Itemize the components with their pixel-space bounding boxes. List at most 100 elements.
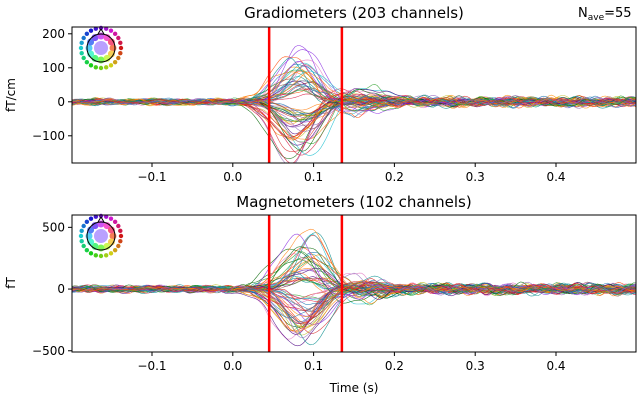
sensor-dot — [88, 251, 94, 256]
sensor-dot — [108, 216, 114, 221]
sensor-dot — [93, 65, 99, 70]
sensor-dot — [81, 55, 86, 61]
sensor-dot — [81, 243, 86, 249]
sensor-dot — [78, 45, 84, 51]
channel-trace — [72, 233, 636, 300]
x-tick-label: 0.2 — [385, 359, 404, 373]
sensor-dot — [84, 219, 90, 225]
gradiometer-traces — [72, 45, 636, 163]
sensor-dot — [118, 40, 123, 46]
sensor-dot — [108, 63, 114, 68]
sensor-dot — [108, 28, 114, 33]
x-tick-label: 0.4 — [546, 359, 565, 373]
channel-trace — [72, 281, 636, 325]
nave-sub: ave — [588, 13, 605, 23]
sensor-dot — [112, 59, 118, 65]
sensor-dot — [84, 31, 90, 37]
sensor-dot — [103, 26, 109, 31]
channel-trace — [72, 92, 636, 132]
channel-trace — [72, 83, 636, 144]
magnetometer-vlines — [267, 215, 344, 352]
x-tick-label: 0.0 — [223, 359, 242, 373]
channel-trace — [72, 284, 636, 319]
y-tick-label: 0 — [57, 282, 65, 296]
sensor-dot — [103, 253, 109, 258]
sensor-dot — [79, 228, 84, 234]
sensor-dot — [84, 247, 90, 253]
sensor-dot — [116, 243, 121, 249]
gradiometer-sensor-legend — [78, 25, 124, 71]
x-axis-label: Time (s) — [329, 381, 379, 395]
sensor-dot — [118, 233, 124, 239]
sensor-dot — [93, 214, 99, 219]
channel-trace — [72, 98, 636, 163]
gradiometer-panel: Gradiometers (203 channels) fT/cm −0.1 0.… — [4, 4, 637, 184]
x-tick-label: 0.1 — [304, 359, 323, 373]
sensor-dot — [88, 63, 94, 68]
sensor-dot — [94, 41, 108, 55]
sensor-dot — [118, 50, 123, 56]
x-tick-label: 0.2 — [385, 170, 404, 184]
sensor-dot — [112, 31, 118, 37]
y-tick-label: −100 — [32, 129, 65, 143]
sensor-dot — [103, 65, 109, 70]
sensor-dot — [81, 35, 86, 41]
head-nose — [97, 216, 105, 223]
sensor-dot — [98, 65, 104, 71]
sensor-dot — [81, 223, 86, 229]
sensor-dot — [88, 28, 94, 33]
sensor-dot — [84, 59, 90, 65]
sensor-dot — [118, 228, 123, 234]
sensor-dot — [116, 55, 121, 61]
sensor-dot — [88, 216, 94, 221]
sensor-dot — [94, 229, 108, 243]
nave-label: N — [578, 6, 588, 21]
sensor-dot — [116, 223, 121, 229]
sensor-dot — [118, 45, 124, 51]
y-tick-label: 0 — [57, 95, 65, 109]
head-outline — [86, 221, 116, 251]
y-tick-label: 200 — [42, 27, 65, 41]
x-tick-label: 0.0 — [223, 170, 242, 184]
sensor-dot — [79, 238, 84, 244]
nave-annotation: Nave=55 — [578, 6, 632, 23]
y-tick-label: −500 — [32, 344, 65, 358]
x-tick-label: −0.1 — [137, 359, 166, 373]
channel-trace — [72, 272, 636, 339]
x-tick-label: 0.4 — [546, 170, 565, 184]
sensor-dot — [112, 219, 118, 225]
channel-trace — [72, 259, 636, 296]
sensor-dot — [93, 26, 99, 31]
gradiometer-ticks: −0.1 0.0 0.1 0.2 0.3 0.4 −100 0 100 200 — [32, 27, 566, 184]
sensor-dot — [116, 35, 121, 41]
sensor-dot — [98, 253, 104, 259]
gradiometer-ylabel: fT/cm — [4, 78, 18, 112]
magnetometer-axes-frame — [71, 214, 637, 353]
magnetometer-sensor-legend — [78, 213, 124, 259]
magnetometer-panel: Magnetometers (102 channels) fT −0.1 0.0 0… — [4, 193, 637, 373]
magnetometer-traces — [72, 228, 636, 347]
sensor-dot — [79, 40, 84, 46]
sensor-dot — [112, 247, 118, 253]
sensor-dot — [108, 251, 114, 256]
nave-value: =55 — [604, 6, 631, 21]
sensor-dot — [103, 214, 109, 219]
magnetometer-title: Magnetometers (102 channels) — [236, 193, 471, 211]
y-tick-label: 500 — [42, 220, 65, 234]
sensor-dot — [118, 238, 123, 244]
x-tick-label: 0.3 — [466, 170, 485, 184]
magnetometer-ylabel: fT — [4, 277, 18, 289]
channel-trace — [72, 278, 636, 318]
gradiometer-vlines — [267, 27, 344, 163]
channel-trace — [72, 234, 636, 292]
gradiometer-title: Gradiometers (203 channels) — [244, 4, 464, 22]
channel-trace — [72, 88, 636, 152]
head-outline — [86, 33, 116, 63]
sensor-dot — [93, 253, 99, 258]
channel-trace — [72, 282, 636, 328]
y-tick-label: 100 — [42, 61, 65, 75]
channel-trace — [72, 65, 636, 115]
x-tick-label: 0.3 — [466, 359, 485, 373]
channel-trace — [72, 60, 636, 106]
